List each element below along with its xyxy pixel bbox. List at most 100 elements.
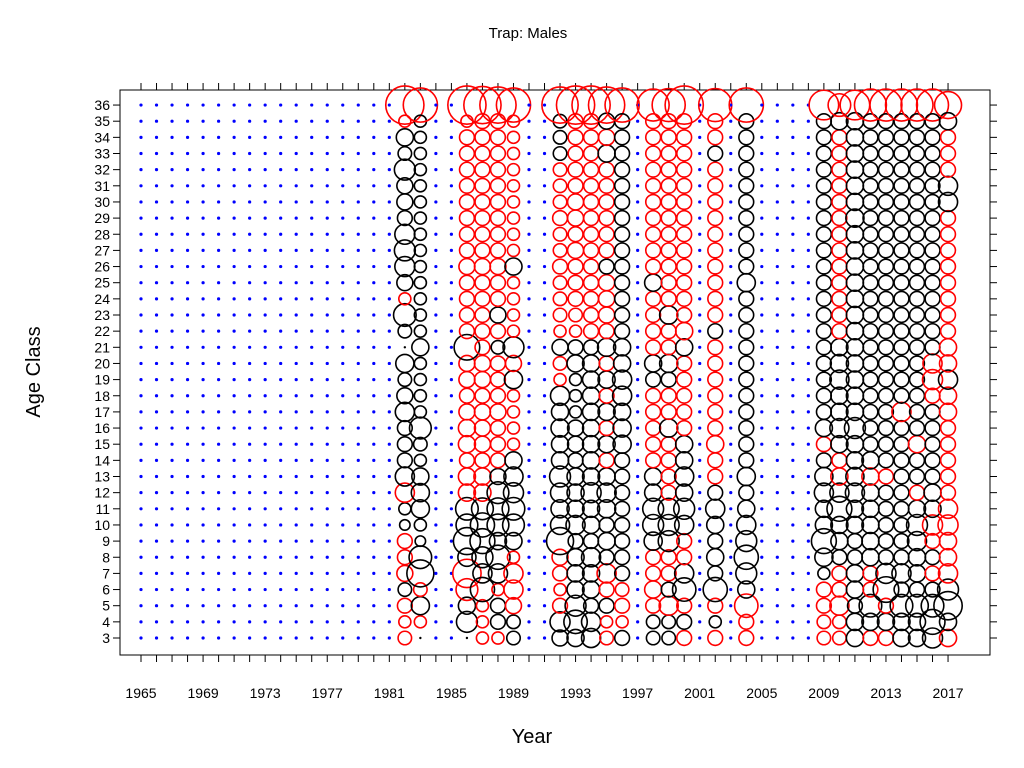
empty-cell-dot	[636, 378, 640, 382]
residual-bubble	[489, 419, 507, 437]
empty-cell-dot	[185, 539, 190, 543]
empty-cell-dot	[325, 168, 329, 172]
empty-cell-dot	[139, 491, 143, 495]
residual-bubble	[582, 145, 600, 162]
residual-bubble	[845, 128, 865, 147]
empty-cell-dot	[806, 378, 810, 382]
empty-cell-dot	[775, 216, 779, 220]
empty-cell-dot	[806, 620, 810, 624]
empty-cell-dot	[527, 329, 531, 333]
residual-bubble	[581, 499, 601, 519]
residual-bubble	[877, 242, 895, 259]
empty-cell-dot	[372, 474, 376, 479]
residual-bubble	[831, 258, 848, 275]
empty-cell-dot	[325, 620, 329, 624]
residual-bubble	[397, 323, 413, 339]
empty-cell-dot	[263, 313, 267, 317]
empty-cell-dot	[527, 442, 531, 446]
residual-bubble	[458, 129, 476, 146]
residual-bubble	[815, 258, 833, 275]
empty-cell-dot	[542, 345, 547, 349]
empty-cell-dot	[791, 620, 795, 624]
empty-cell-dot	[372, 491, 376, 495]
empty-cell-dot	[542, 442, 547, 446]
residual-bubble	[924, 581, 941, 598]
empty-cell-dot	[372, 281, 376, 285]
residual-bubble	[708, 615, 723, 629]
empty-cell-dot	[760, 329, 764, 333]
empty-cell-dot	[248, 587, 252, 592]
empty-cell-dot	[139, 345, 143, 349]
residual-bubble	[475, 631, 490, 645]
empty-cell-dot	[434, 378, 438, 382]
residual-bubble	[861, 531, 880, 551]
residual-bubble	[908, 193, 926, 211]
empty-cell-dot	[542, 620, 547, 624]
residual-bubble	[908, 484, 926, 501]
residual-bubble	[398, 114, 412, 129]
residual-bubble	[830, 111, 849, 131]
empty-cell-dot	[170, 329, 174, 333]
residual-bubble	[815, 193, 833, 211]
residual-bubble	[908, 339, 926, 356]
empty-cell-dot	[325, 103, 329, 107]
residual-bubble	[938, 354, 958, 373]
empty-cell-dot	[729, 297, 733, 301]
residual-bubble	[636, 88, 670, 122]
residual-bubble	[506, 324, 521, 338]
residual-bubble	[831, 145, 848, 162]
empty-cell-dot	[201, 200, 205, 204]
residual-bubble	[845, 273, 865, 293]
empty-cell-dot	[263, 103, 267, 107]
empty-cell-dot	[232, 636, 236, 640]
empty-cell-dot	[310, 410, 314, 414]
empty-cell-dot	[356, 200, 360, 204]
empty-cell-dot	[185, 410, 190, 414]
residual-bubble	[489, 129, 507, 146]
residual-bubble	[566, 499, 585, 519]
residual-bubble	[582, 274, 600, 291]
residual-bubble	[398, 292, 412, 306]
residual-bubble	[893, 436, 910, 453]
empty-cell-dot	[356, 587, 360, 592]
empty-cell-dot	[294, 507, 298, 511]
residual-bubble	[469, 527, 496, 555]
residual-bubble	[613, 565, 631, 582]
empty-cell-dot	[387, 216, 391, 220]
empty-cell-dot	[449, 281, 453, 285]
empty-cell-dot	[698, 200, 702, 204]
y-tick-label: 29	[94, 210, 110, 226]
empty-cell-dot	[217, 135, 221, 139]
empty-cell-dot	[248, 555, 252, 559]
empty-cell-dot	[698, 523, 702, 527]
empty-cell-dot	[325, 426, 329, 430]
empty-cell-dot	[449, 329, 453, 333]
residual-bubble	[900, 88, 934, 122]
empty-cell-dot	[356, 168, 360, 172]
y-tick-label: 4	[102, 614, 110, 630]
empty-cell-dot	[154, 281, 159, 285]
empty-cell-dot	[698, 394, 702, 398]
empty-cell-dot	[294, 297, 298, 301]
empty-cell-dot	[139, 571, 143, 576]
residual-bubble	[504, 451, 523, 470]
residual-bubble	[506, 146, 521, 161]
residual-bubble	[660, 242, 677, 259]
residual-bubble	[641, 513, 665, 537]
empty-cell-dot	[279, 264, 283, 269]
empty-cell-dot	[636, 571, 640, 576]
residual-bubble	[845, 386, 865, 406]
empty-cell-dot	[341, 620, 345, 624]
residual-bubble	[877, 419, 895, 437]
empty-cell-dot	[294, 587, 298, 592]
empty-cell-dot	[356, 103, 360, 107]
empty-cell-dot	[248, 151, 252, 156]
empty-cell-dot	[263, 135, 267, 139]
empty-cell-dot	[185, 458, 190, 462]
empty-cell-dot	[356, 410, 360, 414]
empty-cell-dot	[449, 555, 453, 559]
residual-bubble	[707, 209, 724, 227]
residual-bubble	[413, 388, 428, 403]
empty-cell-dot	[341, 329, 345, 333]
y-tick-label: 28	[94, 226, 110, 242]
